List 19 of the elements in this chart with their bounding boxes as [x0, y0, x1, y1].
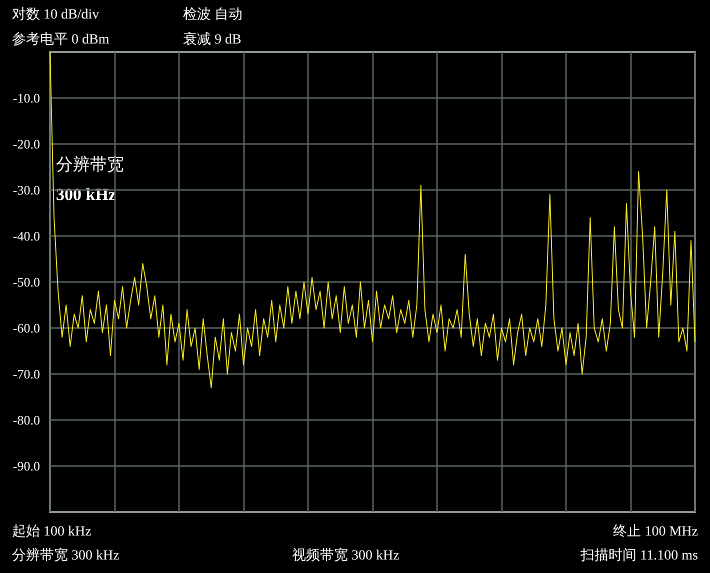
y-tick-label: -40.0	[12, 228, 40, 244]
text: 衰减 9 dB	[183, 32, 242, 48]
y-tick-label: -60.0	[12, 320, 40, 336]
y-tick-label: -70.0	[12, 366, 40, 382]
y-tick-label: -20.0	[12, 136, 40, 152]
y-tick-label: -80.0	[12, 412, 40, 428]
line-series	[50, 52, 696, 388]
y-tick-label: -50.0	[12, 274, 40, 290]
text: 终止 100 MHz	[613, 524, 698, 540]
text: 扫描时间 11.100 ms	[580, 548, 698, 564]
y-tick-label: -10.0	[12, 90, 40, 106]
text: 对数 10 dB/div	[12, 6, 100, 22]
y-tick-label: -30.0	[12, 182, 40, 198]
text: 视频带宽 300 kHz	[292, 548, 400, 564]
text: 检波 自动	[183, 6, 242, 22]
text: 起始 100 kHz	[12, 524, 92, 540]
y-tick-label: -90.0	[12, 458, 40, 474]
text: 参考电平 0 dBm	[12, 32, 110, 48]
text: 分辨带宽 300 kHz	[12, 548, 120, 564]
